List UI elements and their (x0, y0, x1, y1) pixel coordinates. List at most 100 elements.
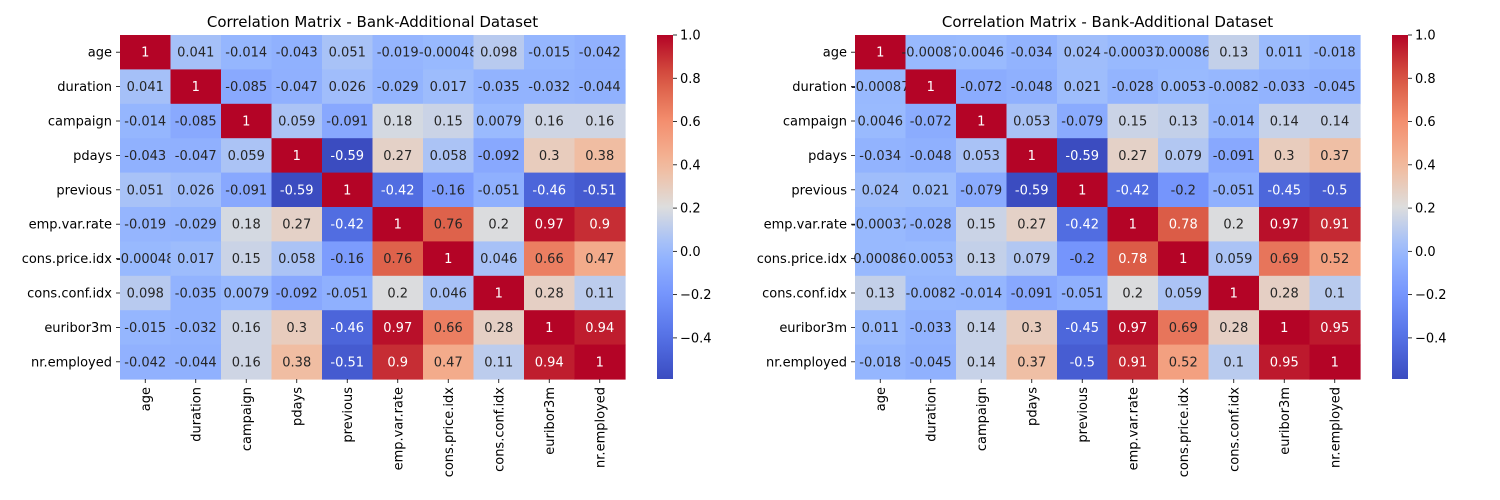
heatmap-cell (1107, 103, 1159, 139)
heatmap-cell (271, 344, 323, 380)
heatmap-cell (905, 241, 957, 277)
heatmap-cell (473, 207, 525, 242)
heatmap-cell (524, 310, 576, 346)
heatmap-cell (1158, 69, 1210, 105)
y-tick-label: duration (792, 80, 847, 95)
cell-annotation: -0.035 (175, 287, 217, 302)
heatmap-cell (423, 310, 475, 346)
heatmap-cell (905, 103, 957, 139)
colorbar-tick-label: −0.2 (1415, 288, 1447, 303)
x-tick-label: campaign (240, 387, 255, 451)
cell-annotation: 0.011 (1266, 46, 1303, 61)
cell-annotation: 1 (1179, 252, 1187, 267)
cell-annotation: 0.13 (1219, 46, 1248, 61)
heatmap-cell (1107, 207, 1159, 242)
y-tick-label: previous (791, 183, 847, 198)
colorbar-tick-label: 0.4 (680, 158, 701, 173)
cell-annotation: 0.00086 (1156, 46, 1210, 61)
cell-annotation: 1 (444, 252, 452, 267)
y-tick-label: campaign (783, 115, 847, 130)
heatmap-cell (956, 241, 1008, 277)
heatmap-cell (423, 138, 475, 174)
heatmap-cell (473, 310, 525, 346)
heatmap-cell (905, 138, 957, 174)
cell-annotation: 0.28 (1270, 287, 1299, 302)
heatmap-cell (120, 344, 172, 380)
heatmap-cell (322, 207, 374, 242)
heatmap-cell (1259, 275, 1311, 311)
heatmap-cell (473, 138, 525, 174)
heatmap-cell (905, 275, 957, 311)
cell-annotation: -0.42 (1065, 218, 1099, 233)
cell-annotation: 0.76 (383, 252, 412, 267)
heatmap-cell (1057, 344, 1109, 380)
heatmap-panel-1: Correlation Matrix - Bank-Additional Dat… (22, 13, 712, 477)
cell-annotation: -0.00037 (851, 218, 909, 233)
heatmap-cell (170, 35, 222, 70)
heatmap-cell (1006, 69, 1058, 105)
x-tick-label: duration (924, 387, 939, 442)
cell-annotation: 0.021 (1064, 80, 1101, 95)
heatmap-cell (1208, 207, 1260, 242)
heatmap-cell (574, 241, 626, 277)
cell-annotation: -0.029 (377, 80, 419, 95)
cell-annotation: -0.033 (910, 321, 952, 336)
heatmap-cell (473, 103, 525, 139)
heatmap-cell (120, 241, 172, 277)
cell-annotation: 0.059 (1165, 287, 1202, 302)
cell-annotation: -0.085 (175, 115, 217, 130)
heatmap-cell (574, 69, 626, 105)
heatmap-cell (1158, 207, 1210, 242)
heatmap-cell (905, 69, 957, 105)
heatmap-cell (855, 275, 907, 311)
cell-annotation: -0.59 (1065, 149, 1099, 164)
heatmap-cell (1208, 103, 1260, 139)
colorbar: 1.0 0.8 0.6 0.4 0.2 0.0 −0.2 −0.4 (657, 29, 712, 379)
heatmap-cell (1259, 172, 1311, 208)
heatmap-cell (322, 172, 374, 208)
cell-annotation: -0.45 (1267, 183, 1301, 198)
colorbar-tick-label: 0.2 (680, 202, 701, 217)
heatmap-cell (1006, 35, 1058, 70)
heatmap-cell (271, 275, 323, 311)
heatmap-cell (956, 35, 1008, 70)
cell-annotation: 0.098 (127, 287, 164, 302)
cell-annotation: 0.11 (585, 287, 614, 302)
heatmap-cell (574, 103, 626, 139)
cell-annotation: -0.015 (528, 46, 570, 61)
y-tick-label: cons.price.idx (22, 252, 113, 267)
cell-annotation: -0.0082 (906, 287, 956, 302)
cell-annotation: 0.69 (1270, 252, 1299, 267)
cell-annotation: -0.051 (1213, 183, 1255, 198)
cell-annotation: 0.78 (1169, 218, 1198, 233)
heatmap-cell (372, 275, 424, 311)
heatmap-cell (170, 207, 222, 242)
cell-annotation: 0.94 (535, 355, 564, 370)
heatmap-cell (473, 275, 525, 311)
heatmap-cell (1006, 275, 1058, 311)
cell-annotation: 1 (141, 46, 149, 61)
chart-title: Correlation Matrix - Bank-Additional Dat… (207, 13, 538, 31)
heatmap-cell (170, 310, 222, 346)
heatmap-cell (221, 69, 273, 105)
heatmap-cell (956, 69, 1008, 105)
cell-annotation: 1 (242, 115, 250, 130)
colorbar-gradient (657, 35, 673, 379)
x-tick-label: previous (1076, 387, 1091, 443)
cell-annotation: 0.94 (585, 321, 614, 336)
cell-annotation: -0.015 (124, 321, 166, 336)
cell-annotation: 0.2 (1223, 218, 1244, 233)
y-tick-label: emp.var.rate (764, 218, 847, 233)
heatmap-cell (271, 241, 323, 277)
cell-annotation: 1 (1078, 183, 1086, 198)
heatmap-cell (956, 138, 1008, 174)
cell-annotation: -0.019 (377, 46, 419, 61)
heatmap-cell (1208, 275, 1260, 311)
cell-annotation: -0.2 (1171, 183, 1196, 198)
heatmap-cell (271, 310, 323, 346)
heatmap-cell (855, 344, 907, 380)
heatmap-cell (1057, 172, 1109, 208)
heatmap-cell (423, 35, 475, 70)
heatmap-cell (1057, 69, 1109, 105)
heatmap-cell (1107, 275, 1159, 311)
